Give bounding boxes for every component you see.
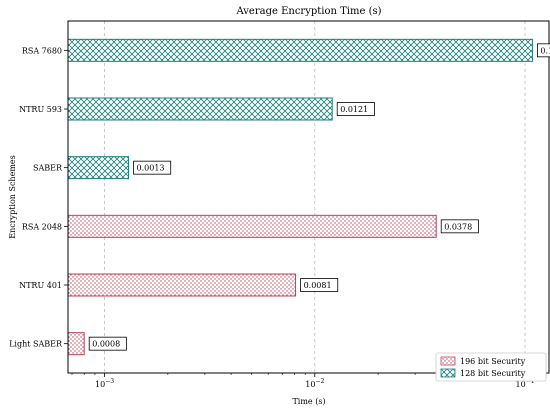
category-label: RSA 2048 (22, 222, 62, 231)
category-label: Light SABER (9, 340, 63, 349)
bars (67, 38, 533, 356)
data-label-box (133, 160, 172, 175)
bar-ntru-401 (67, 273, 297, 297)
data-label: 0.0378 (444, 222, 472, 231)
legend: 196 bit Security 128 bit Security (435, 352, 547, 382)
legend-label-128: 128 bit Security (460, 369, 526, 378)
y-axis-categories: RSA 7680 NTRU 593 SABER RSA 2048 NTRU 401 Lig… (9, 46, 68, 349)
data-label: 0.0013 (137, 164, 165, 173)
data-label: 0.0121 (340, 105, 368, 114)
data-label-box (88, 336, 127, 351)
bar-light-saber (67, 332, 85, 356)
legend-box (435, 352, 547, 382)
x-axis-label: Time (s) (292, 397, 325, 406)
legend-swatch-196 (440, 356, 456, 366)
data-label: 0.0081 (304, 281, 332, 290)
grid-lines (104, 21, 526, 373)
x-tick-label: 10−2 (305, 378, 324, 389)
legend-swatch-128 (440, 368, 456, 378)
data-label-box (537, 43, 550, 58)
chart-title: Average Encryption Time (s) (235, 6, 381, 17)
data-label-box (336, 102, 375, 116)
data-label: 0.1084 (540, 46, 550, 55)
bar-saber (67, 156, 130, 180)
legend-label-196: 196 bit Security (460, 357, 526, 366)
data-label: 0.0008 (92, 340, 120, 349)
x-tick-label: 10−1 (516, 378, 535, 389)
x-tick-label: 10−3 (95, 378, 114, 389)
bar-rsa-2048 (67, 214, 437, 238)
category-label: SABER (33, 164, 63, 173)
data-label-box (440, 219, 479, 234)
data-label-box (300, 278, 339, 292)
category-label: RSA 7680 (22, 46, 62, 55)
plot-area-frame (67, 20, 550, 374)
y-axis-label: Encryption Schemes (8, 155, 17, 239)
bar-rsa-7680 (67, 38, 533, 62)
category-label: NTRU 401 (19, 281, 62, 290)
bar-ntru-593 (67, 97, 333, 121)
category-label: NTRU 593 (19, 105, 62, 114)
data-labels: 0.1084 0.0121 0.0013 0.0378 0.0081 0.0008 (88, 43, 550, 351)
